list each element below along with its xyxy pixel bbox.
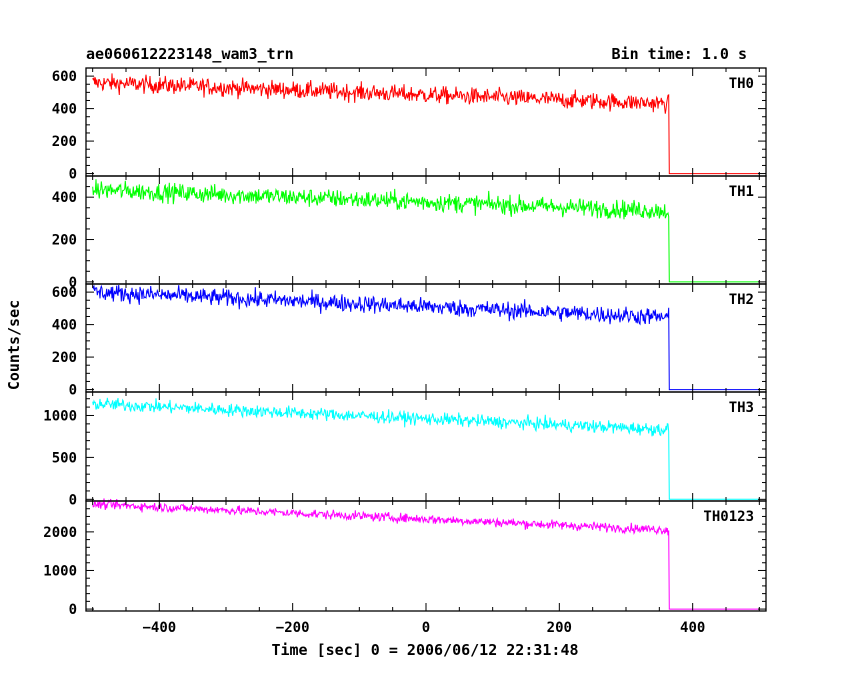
series-line-th3 [92,397,760,500]
y-tick-label: 200 [52,233,77,249]
series-line-th1 [92,179,760,283]
panel-label: TH0123 [703,509,754,525]
series-line-th0123 [92,498,760,610]
y-tick-label: 400 [52,102,77,118]
y-tick-label: 0 [69,167,77,183]
x-axis-label: Time [sec] 0 = 2006/06/12 22:31:48 [271,641,578,659]
y-tick-label: 600 [52,69,77,85]
y-tick-label: 200 [52,134,77,150]
y-tick-label: 500 [52,450,77,466]
y-tick-label: 2000 [43,525,77,541]
x-tick-label: −200 [276,620,310,636]
series-line-th0 [92,73,760,175]
y-tick-label: 0 [69,383,77,399]
panel-th2: 0 200 400 600 TH2 [52,283,767,399]
x-tick-label: 400 [680,620,705,636]
panel-frame [85,500,767,612]
panel-label: TH0 [729,76,754,92]
y-tick-label: 400 [52,190,77,206]
y-tick-label: 0 [69,602,77,618]
bin-time-label: Bin time: 1.0 s [612,45,747,63]
x-tick-label: −400 [142,620,176,636]
panel-th1: 0 200 400 TH1 [52,175,767,291]
y-tick-label: 1000 [43,563,77,579]
y-tick-label: 1000 [43,408,77,424]
y-tick-label: 0 [69,492,77,508]
panel-label: TH2 [729,292,754,308]
panel-label: TH1 [729,184,754,200]
x-tick-label: 200 [547,620,572,636]
y-tick-label: 0 [69,275,77,291]
y-tick-label: 600 [52,285,77,301]
chart-title: ae060612223148_wam3_trn [86,45,294,63]
y-tick-label: 200 [52,350,77,366]
panel-label: TH3 [729,400,754,416]
panel-th3: 0 500 1000 TH3 [43,391,767,508]
series-line-th2 [92,284,760,391]
y-axis-label: Counts/sec [5,300,23,390]
y-tick-label: 400 [52,318,77,334]
x-tick-label: 0 [422,620,430,636]
panels-group: 0 200 400 600 TH0 0 200 400 TH1 0 200 400 600 TH2 0 500… [43,67,767,636]
panel-th0: 0 200 400 600 TH0 [52,67,767,183]
panel-th0123: 0 1000 2000 TH0123 [43,498,767,618]
